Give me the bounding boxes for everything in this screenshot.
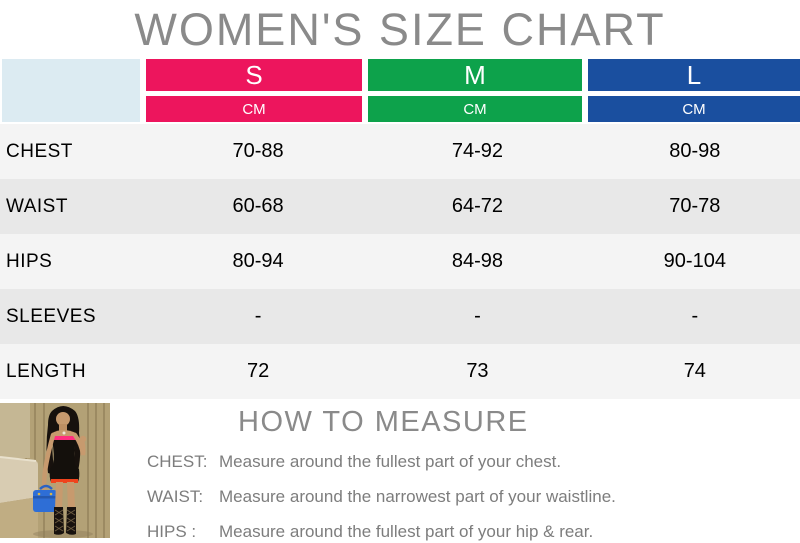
cell-chest-s: 70-88	[232, 140, 284, 162]
corner-cell	[2, 59, 140, 122]
measure-label-chest: CHEST:	[147, 452, 208, 471]
table-row-chest: CHEST 70-88 74-92 80-98	[0, 124, 800, 179]
measure-text-waist: Measure around the narrowest part of you…	[219, 487, 616, 506]
cell-waist-s: 60-68	[232, 195, 284, 217]
row-label: HIPS	[6, 250, 53, 272]
unit-label-l: CM	[588, 96, 800, 122]
row-label: WAIST	[6, 195, 68, 217]
model-photo	[0, 403, 110, 538]
measure-text-hips: Measure around the fullest part of your …	[219, 522, 594, 541]
table-header: S CM M CM L CM	[0, 59, 800, 122]
column-header-m: M CM	[368, 59, 582, 122]
cell-length-l: 74	[683, 360, 706, 382]
size-label-m: M	[368, 59, 582, 91]
unit-label-s: CM	[146, 96, 362, 122]
table-row-hips: HIPS 80-94 84-98 90-104	[0, 234, 800, 289]
measure-label-hips: HIPS :	[147, 522, 197, 541]
measure-line-waist: WAIST: Measure around the narrowest part …	[147, 486, 800, 508]
column-header-s: S CM	[146, 59, 362, 122]
column-header-l: L CM	[588, 59, 800, 122]
page-title: WOMEN'S SIZE CHART	[134, 3, 666, 55]
how-to-measure-section: HOW TO MEASURE CHEST: Measure around the …	[0, 403, 800, 541]
cell-chest-l: 80-98	[669, 140, 721, 162]
size-table-body: CHEST 70-88 74-92 80-98 WAIST 60-68 64-7…	[0, 124, 800, 399]
how-to-measure-heading: HOW TO MEASURE	[238, 406, 529, 438]
row-label: CHEST	[6, 140, 73, 162]
measure-line-chest: CHEST: Measure around the fullest part of…	[147, 451, 800, 473]
cell-sleeves-m: -	[474, 305, 481, 327]
row-label: SLEEVES	[6, 305, 97, 327]
measure-line-hips: HIPS : Measure around the fullest part of…	[147, 521, 800, 543]
cell-waist-l: 70-78	[669, 195, 721, 217]
size-label-s: S	[146, 59, 362, 91]
table-row-sleeves: SLEEVES - - -	[0, 289, 800, 344]
table-row-length: LENGTH 72 73 74	[0, 344, 800, 399]
cell-hips-m: 84-98	[451, 250, 504, 272]
row-label: LENGTH	[6, 360, 87, 382]
measure-text-chest: Measure around the fullest part of your …	[219, 452, 562, 471]
cell-hips-l: 90-104	[663, 250, 726, 272]
cell-sleeves-l: -	[691, 305, 699, 327]
cell-length-s: 72	[246, 360, 270, 382]
unit-label-m: CM	[368, 96, 582, 122]
cell-sleeves-s: -	[254, 305, 262, 327]
cell-hips-s: 80-94	[232, 250, 284, 272]
size-label-l: L	[588, 59, 800, 91]
cell-waist-m: 64-72	[451, 195, 504, 217]
table-row-waist: WAIST 60-68 64-72 70-78	[0, 179, 800, 234]
cell-chest-m: 74-92	[451, 140, 504, 162]
measure-label-waist: WAIST:	[147, 487, 204, 506]
measure-instructions: HOW TO MEASURE CHEST: Measure around the …	[110, 403, 800, 541]
cell-length-m: 73	[466, 360, 489, 382]
model-photo-illustration	[0, 403, 110, 538]
